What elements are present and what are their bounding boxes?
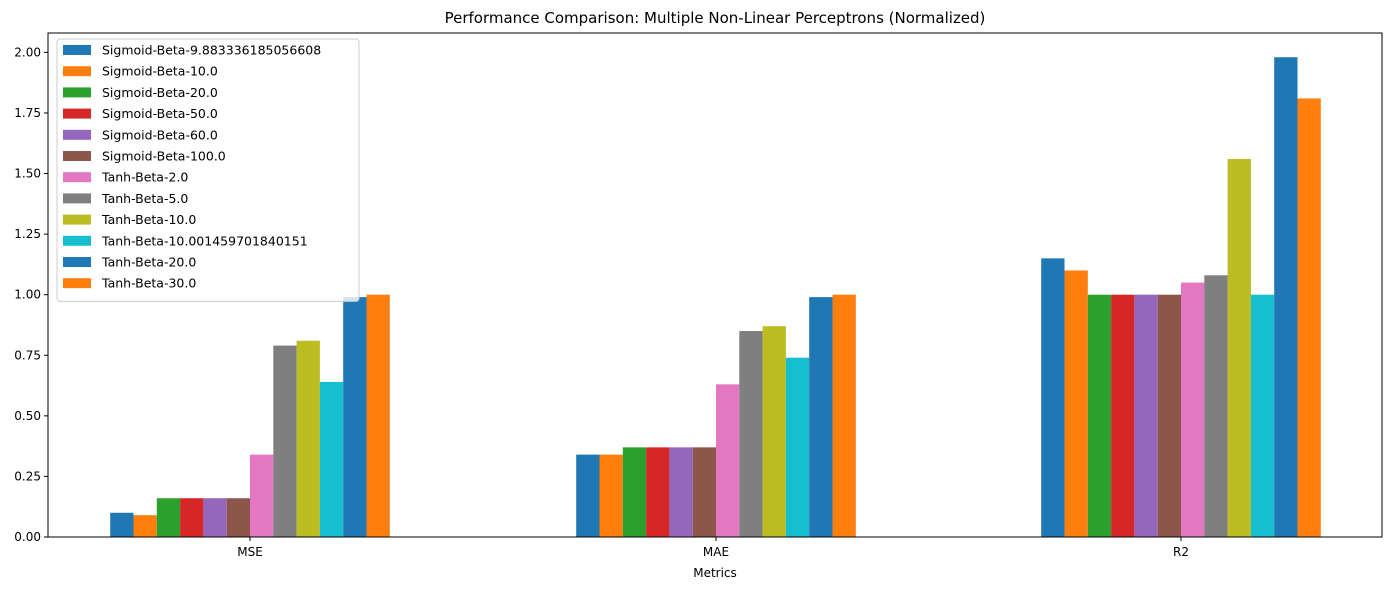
y-tick-label: 0.50 [14,409,41,423]
axes-group: 0.00 0.25 0.50 0.75 1.00 1.25 1.50 1.75 2.00 MSE M… [14,32,1383,559]
legend-swatch [63,87,91,98]
legend-swatch [63,235,91,246]
legend-swatch [63,45,91,55]
legend-label: Sigmoid-Beta-20.0 [102,85,218,100]
legend-swatch [63,193,91,204]
bar-r2-2 [1087,294,1112,537]
bar-mse-4 [203,498,227,537]
legend-label: Tanh-Beta-2.0 [101,170,188,185]
bar-mae-0 [576,454,600,537]
plot-frame [47,32,1383,538]
bar-mae-3 [646,447,670,537]
bar-mae-7 [739,331,763,537]
legend-label: Tanh-Beta-5.0 [101,191,188,206]
legend-swatch [63,214,91,225]
bar-mse-5 [226,498,250,537]
legend-label: Tanh-Beta-20.0 [101,255,196,270]
bar-mae-4 [669,447,693,537]
bar-mse-3 [180,498,204,537]
legend-swatch [63,151,91,161]
x-tick-label: MSE [237,545,263,559]
legend-box [56,38,360,302]
bar-r2-1 [1064,270,1088,537]
bar-r2-9 [1250,294,1275,537]
x-axis-label: Metrics [693,566,737,580]
legend-swatch [63,66,91,77]
y-tick-label: 0.25 [14,469,41,483]
x-tick-label: MAE [703,545,729,559]
y-tick-label: 0.00 [14,530,41,544]
bar-mae-5 [692,447,716,537]
legend-swatch [63,257,91,267]
legend-label: Sigmoid-Beta-10.0 [102,64,218,79]
bar-r2-0 [1041,258,1065,537]
bar-r2-10 [1274,57,1298,537]
bar-mse-7 [273,345,297,537]
y-tick-label: 0.75 [14,348,41,362]
legend-swatch [63,129,91,140]
bar-mae-9 [785,357,810,537]
y-tick-label: 1.50 [14,167,41,181]
bar-r2-4 [1134,294,1158,537]
bar-mse-6 [250,454,274,537]
bar-mse-1 [133,515,157,537]
y-tick-label: 2.00 [14,45,41,59]
legend-label: Sigmoid-Beta-60.0 [102,127,218,142]
bar-mae-11 [832,294,856,537]
bar-mse-9 [319,381,344,537]
bar-mse-0 [110,512,134,537]
x-tick-label: R2 [1173,545,1189,559]
legend-swatch [63,108,91,119]
legend-label: Sigmoid-Beta-50.0 [102,106,218,121]
legend-label: Tanh-Beta-10.0 [101,212,196,227]
bar-r2-8 [1227,159,1251,537]
bar-r2-3 [1111,294,1135,537]
bar-mae-8 [762,326,786,537]
legend-label: Sigmoid-Beta-100.0 [102,149,226,164]
bar-mae-2 [622,447,647,537]
bar-mse-11 [366,294,390,537]
bar-mse-8 [296,340,320,537]
legend: Sigmoid-Beta-9.883336185056608 Sigmoid-Be… [56,38,360,302]
y-tick-label: 1.00 [14,288,41,302]
bar-mse-10 [343,297,367,537]
legend-swatch [63,172,91,183]
bar-r2-5 [1157,294,1181,537]
bar-r2-7 [1204,275,1228,537]
bar-mae-6 [716,384,740,537]
y-tick-label: 1.25 [14,227,41,241]
legend-swatch [63,278,91,289]
bar-mse-2 [156,498,181,537]
legend-label: Tanh-Beta-10.001459701840151 [101,233,308,248]
chart-title: Performance Comparison: Multiple Non-Lin… [445,9,986,27]
legend-label: Tanh-Beta-30.0 [101,276,196,291]
bar-mae-10 [809,297,833,537]
bar-r2-6 [1181,282,1205,537]
bar-r2-11 [1297,98,1321,538]
bars-group [110,57,1321,538]
legend-label: Sigmoid-Beta-9.883336185056608 [102,43,321,58]
y-tick-label: 1.75 [14,106,41,120]
bar-mae-1 [599,454,623,537]
